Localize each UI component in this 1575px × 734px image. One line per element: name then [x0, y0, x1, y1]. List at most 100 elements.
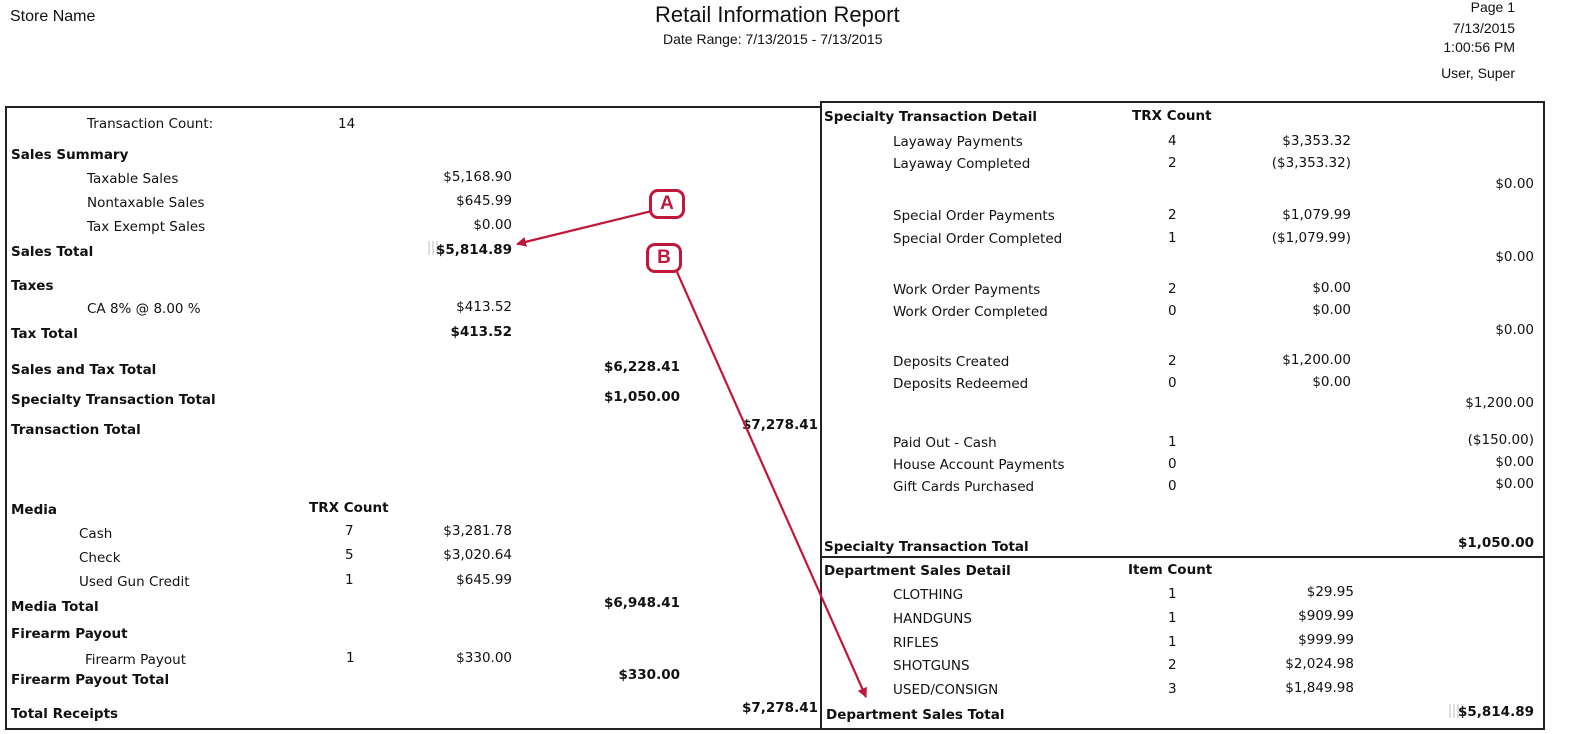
specialty-row-amount: ($3,353.32) [1271, 155, 1351, 171]
specialty-row-amount: ($1,079.99) [1271, 230, 1351, 246]
total-receipts-value: $7,278.41 [741, 700, 818, 716]
specialty-row-label: Deposits Redeemed [893, 376, 1029, 392]
nontaxable-sales-label: Nontaxable Sales [87, 195, 205, 211]
used-gun-credit-label: Used Gun Credit [79, 574, 190, 590]
specialty-row-label: Layaway Payments [893, 134, 1023, 150]
department-row-count: 3 [1168, 681, 1177, 697]
firearm-payout-heading: Firearm Payout [11, 626, 128, 642]
department-row-count: 2 [1168, 657, 1177, 673]
taxable-sales-label: Taxable Sales [87, 171, 179, 187]
department-detail-heading: Department Sales Detail [824, 563, 1011, 579]
specialty-subtotal: $0.00 [1495, 249, 1534, 265]
department-count-header: Item Count [1128, 562, 1213, 578]
total-receipts-label: Total Receipts [11, 706, 119, 722]
taxable-sales-value: $5,168.90 [443, 169, 512, 185]
transaction-total-label: Transaction Total [11, 422, 141, 438]
date-range: Date Range: 7/13/2015 - 7/13/2015 [663, 31, 883, 47]
tax-total-value: $413.52 [450, 324, 513, 340]
tax-total-label: Tax Total [11, 326, 78, 342]
transaction-count-value: 14 [338, 116, 356, 132]
department-total-label: Department Sales Total [826, 707, 1005, 723]
specialty-row-label: Special Order Completed [893, 231, 1063, 247]
sales-summary-heading: Sales Summary [11, 147, 129, 163]
specialty-row-count: 2 [1168, 281, 1177, 297]
sales-total-value: $5,814.89 [435, 242, 512, 258]
department-row-amount: $29.95 [1306, 584, 1354, 600]
sales-total-label: Sales Total [11, 244, 94, 260]
taxes-heading: Taxes [11, 278, 54, 294]
department-row-label: USED/CONSIGN [893, 682, 999, 698]
transaction-total-value: $7,278.41 [741, 417, 818, 433]
cash-count: 7 [345, 523, 354, 539]
specialty-row-count: 1 [1168, 230, 1177, 246]
report-date: 7/13/2015 [1452, 20, 1515, 36]
specialty-detail-heading: Specialty Transaction Detail [824, 109, 1037, 125]
scan-artifact [1449, 704, 1463, 718]
media-heading: Media [11, 502, 57, 518]
department-row-label: SHOTGUNS [893, 658, 970, 674]
media-count-header: TRX Count [309, 500, 389, 516]
department-total-value: $5,814.89 [1457, 704, 1534, 720]
specialty-row-label: Work Order Payments [893, 282, 1041, 298]
firearm-payout-total-value: $330.00 [618, 667, 681, 683]
department-row-amount: $999.99 [1298, 632, 1354, 648]
used-gun-credit-value: $645.99 [456, 572, 512, 588]
sales-tax-total-value: $6,228.41 [603, 359, 680, 375]
sales-tax-total-label: Sales and Tax Total [11, 362, 157, 378]
report-title: Retail Information Report [655, 2, 900, 27]
specialty-row-label: Layaway Completed [893, 156, 1031, 172]
specialty-row-label: Paid Out - Cash [893, 435, 997, 451]
specialty-row-label: House Account Payments [893, 457, 1065, 473]
callout-a-badge: A [649, 189, 685, 219]
specialty-row-count: 2 [1168, 207, 1177, 223]
report-time: 1:00:56 PM [1443, 39, 1515, 55]
specialty-transaction-total-value: $1,050.00 [603, 389, 680, 405]
page-number: Page 1 [1470, 0, 1515, 15]
scan-artifact [428, 241, 440, 255]
firearm-payout-total-label: Firearm Payout Total [11, 672, 170, 688]
specialty-row-count: 0 [1168, 456, 1177, 472]
specialty-row-count: 0 [1168, 375, 1177, 391]
specialty-subtotal: $0.00 [1495, 176, 1534, 192]
specialty-row-label: Gift Cards Purchased [893, 479, 1035, 495]
store-name: Store Name [10, 8, 96, 25]
cash-label: Cash [79, 526, 113, 542]
department-row-count: 1 [1168, 586, 1177, 602]
specialty-row-amount: $0.00 [1312, 374, 1351, 390]
tax-exempt-sales-value: $0.00 [473, 217, 512, 233]
check-label: Check [79, 550, 121, 566]
specialty-row-amount: $0.00 [1495, 454, 1534, 470]
check-count: 5 [345, 547, 354, 563]
check-value: $3,020.64 [443, 547, 512, 563]
specialty-row-amount: $0.00 [1312, 302, 1351, 318]
specialty-row-count: 2 [1168, 353, 1177, 369]
specialty-transaction-total-label: Specialty Transaction Total [11, 392, 216, 408]
department-row-label: HANDGUNS [893, 611, 972, 627]
media-total-label: Media Total [11, 599, 99, 615]
specialty-row-label: Deposits Created [893, 354, 1010, 370]
report-user: User, Super [1441, 65, 1515, 81]
department-row-count: 1 [1168, 634, 1177, 650]
ca-tax-label: CA 8% @ 8.00 % [87, 301, 201, 317]
specialty-row-count: 0 [1168, 478, 1177, 494]
specialty-row-count: 1 [1168, 434, 1177, 450]
department-row-amount: $2,024.98 [1285, 656, 1354, 672]
firearm-payout-label: Firearm Payout [85, 652, 187, 668]
firearm-payout-count: 1 [346, 650, 355, 666]
ca-tax-value: $413.52 [456, 299, 512, 315]
specialty-row-amount: ($150.00) [1467, 432, 1534, 448]
department-row-amount: $909.99 [1298, 608, 1354, 624]
transaction-count-label: Transaction Count: [87, 116, 214, 132]
specialty-row-amount: $0.00 [1495, 476, 1534, 492]
specialty-count-header: TRX Count [1132, 108, 1212, 124]
specialty-row-label: Work Order Completed [893, 304, 1048, 320]
specialty-total-label: Specialty Transaction Total [824, 539, 1029, 555]
specialty-row-amount: $1,200.00 [1282, 352, 1351, 368]
specialty-row-count: 0 [1168, 303, 1177, 319]
department-row-label: CLOTHING [893, 587, 964, 603]
specialty-row-amount: $0.00 [1312, 280, 1351, 296]
department-row-label: RIFLES [893, 635, 939, 651]
media-total-value: $6,948.41 [603, 595, 680, 611]
used-gun-credit-count: 1 [345, 572, 354, 588]
specialty-subtotal: $1,200.00 [1465, 395, 1534, 411]
